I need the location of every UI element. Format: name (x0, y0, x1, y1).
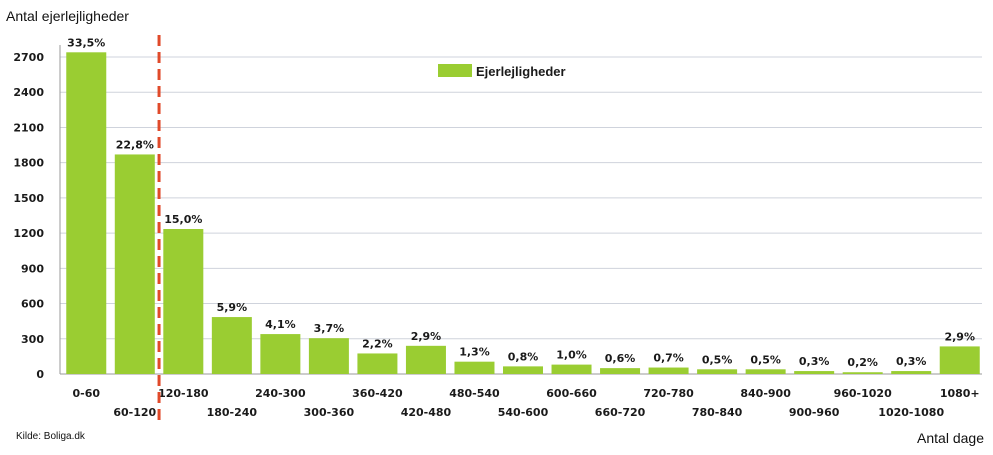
bar (794, 371, 835, 374)
y-tick-label: 1200 (13, 227, 44, 240)
y-tick-label: 600 (21, 298, 44, 311)
data-label: 0,5% (702, 353, 733, 366)
bar (939, 346, 980, 374)
data-label: 33,5% (67, 36, 105, 49)
x-tick-label: 720-780 (643, 387, 694, 400)
y-axis-ticks: 0 300 600 900 1200 1500 1800 2100 2400 2700 (13, 51, 44, 381)
data-label: 0,3% (799, 355, 830, 368)
source-label: Kilde: Boliga.dk (16, 431, 86, 442)
x-tick-label: 900-960 (789, 406, 840, 419)
legend: Ejerlejligheder (438, 64, 566, 79)
bar (405, 345, 446, 374)
x-tick-label: 240-300 (255, 387, 306, 400)
data-label: 1,0% (556, 349, 587, 362)
bar (745, 369, 786, 374)
data-label: 0,5% (750, 353, 781, 366)
bar (454, 361, 495, 374)
bar (648, 367, 689, 374)
x-tick-label: 180-240 (207, 406, 258, 419)
bar (551, 364, 592, 374)
data-labels: 33,5% 22,8% 15,0% 5,9% 4,1% 3,7% 2,2% 2,9% 1,3% 0… (67, 36, 975, 369)
data-label: 0,2% (847, 356, 878, 369)
bar (260, 334, 301, 374)
bar (357, 353, 398, 374)
y-tick-label: 300 (21, 333, 44, 346)
x-tick-label: 660-720 (595, 406, 646, 419)
data-label: 5,9% (217, 301, 248, 314)
x-tick-label: 1020-1080 (878, 406, 944, 419)
data-label: 22,8% (116, 138, 154, 151)
bar (503, 366, 543, 374)
y-tick-label: 2400 (13, 86, 44, 99)
y-tick-label: 0 (36, 368, 44, 381)
bar (697, 369, 738, 374)
y-tick-label: 900 (21, 262, 44, 275)
x-tick-label: 840-900 (740, 387, 791, 400)
x-tick-label: 540-600 (498, 406, 549, 419)
x-tick-label: 780-840 (692, 406, 743, 419)
x-tick-label: 300-360 (304, 406, 355, 419)
x-tick-label: 360-420 (352, 387, 403, 400)
y-tick-label: 2100 (13, 121, 44, 134)
bar (891, 371, 932, 374)
legend-swatch (438, 64, 472, 77)
data-label: 0,6% (605, 352, 636, 365)
bar (600, 368, 641, 374)
data-label: 2,9% (411, 330, 442, 343)
data-label: 2,9% (944, 330, 975, 343)
bar (211, 317, 252, 374)
data-label: 3,7% (314, 322, 345, 335)
bar (308, 338, 349, 374)
data-label: 4,1% (265, 318, 296, 331)
bar (163, 229, 204, 374)
x-tick-label: 60-120 (113, 406, 156, 419)
x-tick-label: 120-180 (158, 387, 209, 400)
data-label: 0,8% (508, 350, 539, 363)
x-axis-title: Antal dage (917, 430, 984, 446)
y-axis-title: Antal ejerlejligheder (6, 8, 129, 24)
data-label: 15,0% (164, 213, 202, 226)
bar (842, 372, 883, 374)
legend-label: Ejerlejligheder (476, 64, 566, 79)
x-tick-label: 480-540 (449, 387, 500, 400)
bar (66, 52, 107, 374)
x-tick-label: 0-60 (72, 387, 100, 400)
y-tick-label: 2700 (13, 51, 44, 64)
x-tick-label: 960-1020 (834, 387, 892, 400)
x-tick-label: 1080+ (940, 387, 980, 400)
data-label: 0,7% (653, 352, 684, 365)
y-tick-label: 1800 (13, 157, 44, 170)
y-tick-label: 1500 (13, 192, 44, 205)
data-label: 0,3% (896, 355, 927, 368)
bar (114, 154, 155, 374)
x-tick-label: 600-660 (546, 387, 597, 400)
x-tick-label: 420-480 (401, 406, 452, 419)
bars (66, 52, 980, 374)
data-label: 1,3% (459, 346, 490, 359)
data-label: 2,2% (362, 337, 393, 350)
